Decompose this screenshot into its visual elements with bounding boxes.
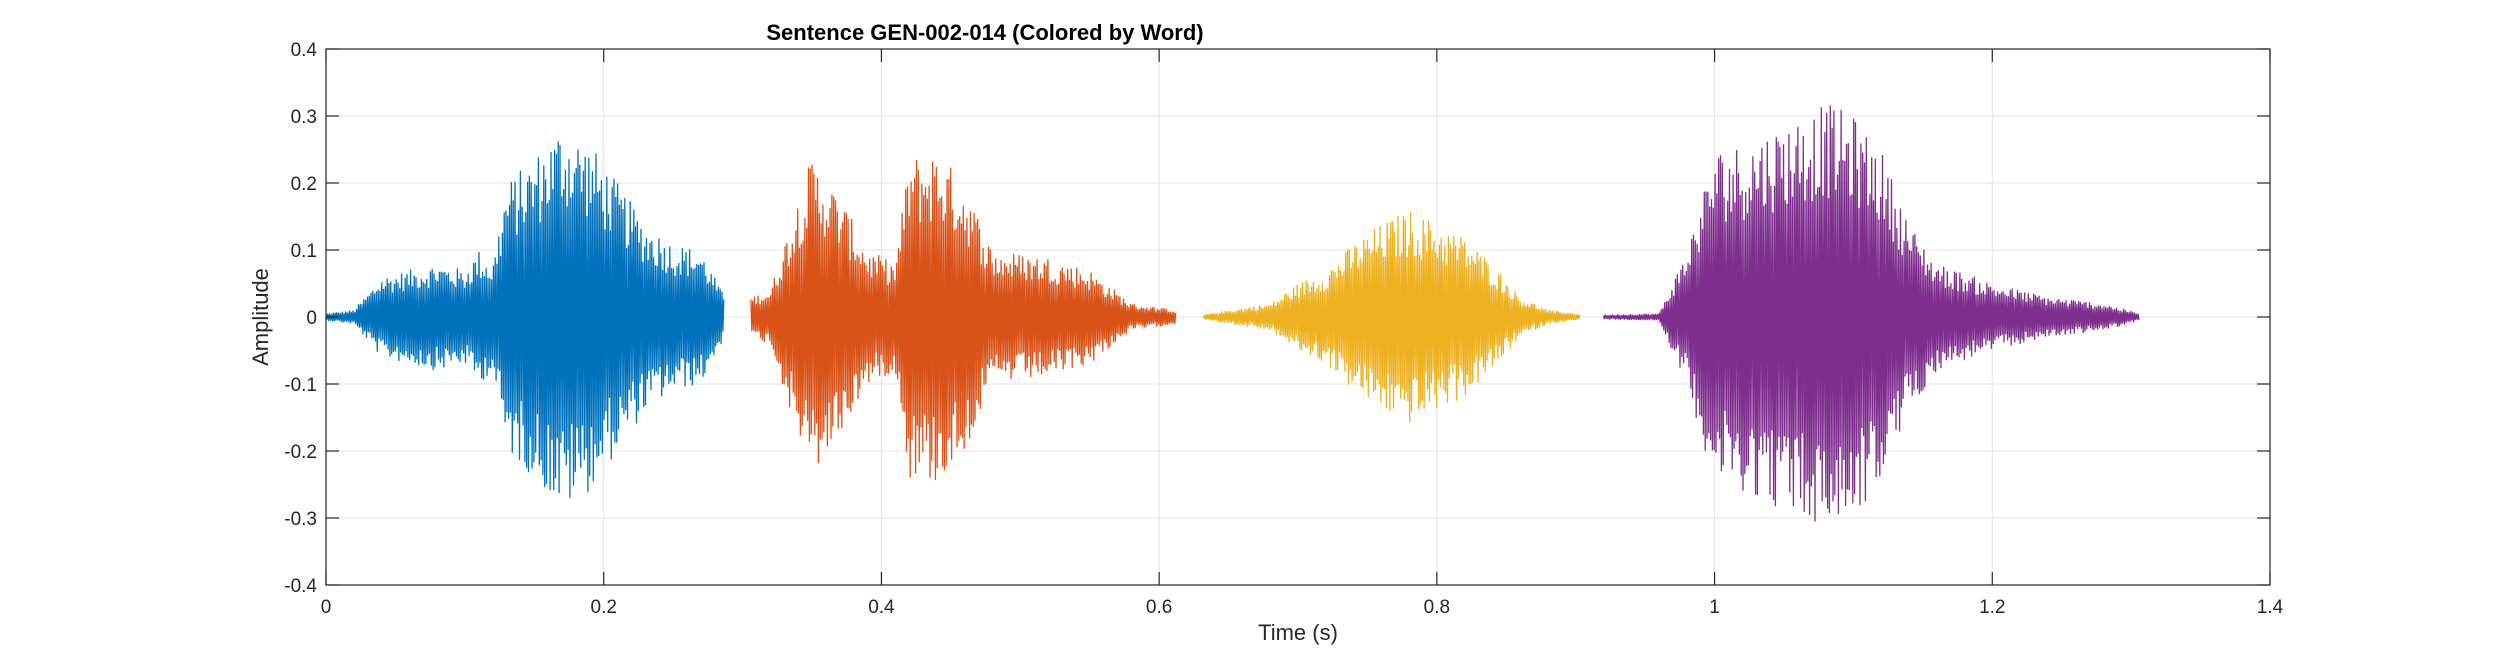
chart-title: Sentence GEN-002-014 (Colored by Word) <box>766 20 1203 45</box>
axis-ticks: 0 0.2 0.4 0.6 0.8 1 1.2 1.4 -0.4 -0.3 -0.2 -0.1 0 0.1… <box>284 40 2283 618</box>
y-tick-label: 0.3 <box>291 107 317 128</box>
x-tick-label: 1.4 <box>2257 597 2284 618</box>
series-line-1 <box>325 141 725 499</box>
y-tick-label: 0 <box>306 308 317 329</box>
y-tick-label: 0.4 <box>291 40 318 61</box>
x-tick-label: 0.8 <box>1424 597 1450 618</box>
y-tick-label: -0.1 <box>284 375 317 396</box>
y-tick-label: -0.2 <box>284 442 317 463</box>
x-axis-label: Time (s) <box>1258 620 1338 645</box>
x-tick-label: 0 <box>321 597 332 618</box>
x-tick-label: 1.2 <box>1979 597 2005 618</box>
series-line-4 <box>1602 105 2140 522</box>
y-tick-label: 0.2 <box>291 174 317 195</box>
x-tick-label: 1 <box>1709 597 1720 618</box>
series-layer <box>325 105 2140 522</box>
series-line-3 <box>1202 212 1581 423</box>
y-tick-label: 0.1 <box>291 241 317 262</box>
x-tick-label: 0.2 <box>591 597 617 618</box>
y-axis-label: Amplitude <box>248 268 273 366</box>
y-tick-label: -0.3 <box>284 509 317 530</box>
y-tick-label: -0.4 <box>284 576 317 597</box>
x-tick-label: 0.4 <box>868 597 895 618</box>
series-line-2 <box>750 159 1177 481</box>
x-tick-label: 0.6 <box>1146 597 1172 618</box>
